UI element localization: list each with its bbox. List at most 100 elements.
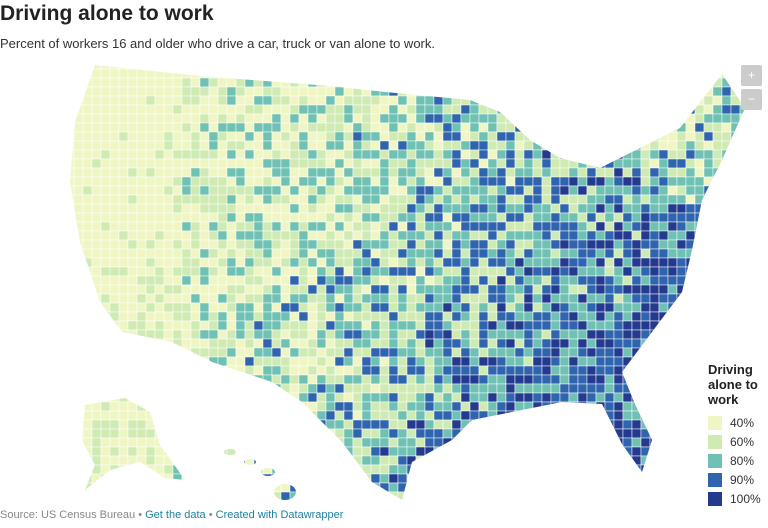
legend-item: 80% (708, 451, 768, 470)
county (190, 464, 201, 475)
county (559, 65, 570, 70)
county (127, 167, 138, 178)
county (433, 230, 444, 241)
county (478, 68, 489, 79)
county (370, 95, 381, 106)
county (109, 185, 120, 196)
county (658, 266, 669, 277)
county (676, 275, 687, 286)
county (298, 482, 309, 493)
county (307, 113, 318, 124)
county (460, 383, 471, 394)
county (478, 491, 489, 500)
county (451, 428, 462, 439)
county (667, 77, 678, 88)
county (100, 194, 111, 205)
county (370, 365, 381, 376)
county (622, 491, 633, 500)
county (514, 248, 525, 259)
county (298, 68, 309, 79)
county (640, 374, 651, 385)
county (487, 257, 498, 268)
county (406, 122, 417, 133)
data-link[interactable]: Get the data (145, 509, 206, 521)
county (631, 284, 642, 295)
county (190, 86, 201, 97)
county (613, 185, 624, 196)
county (181, 347, 192, 358)
county (127, 401, 138, 412)
county (172, 212, 183, 223)
county (118, 383, 129, 394)
county (118, 374, 129, 385)
county (118, 65, 129, 70)
county (334, 455, 345, 466)
county (586, 275, 597, 286)
county (532, 302, 543, 313)
county (676, 338, 687, 349)
county (568, 158, 579, 169)
county (298, 419, 309, 430)
county (172, 194, 183, 205)
county (667, 446, 678, 457)
county (217, 248, 228, 259)
county (460, 473, 471, 484)
county (595, 392, 606, 403)
county (334, 95, 345, 106)
county (586, 401, 597, 412)
county (721, 131, 732, 142)
county (181, 122, 192, 133)
zoom-out-button[interactable]: − (741, 89, 762, 110)
county (82, 230, 93, 241)
county (352, 221, 363, 232)
county (379, 311, 390, 322)
county (685, 437, 696, 448)
county (100, 383, 111, 394)
county (181, 365, 192, 376)
county (613, 446, 624, 457)
county (136, 437, 147, 448)
county (406, 410, 417, 421)
county (460, 248, 471, 259)
county (316, 149, 327, 160)
county (487, 383, 498, 394)
county (154, 212, 165, 223)
county (497, 501, 506, 510)
county (433, 410, 444, 421)
county (442, 455, 453, 466)
county (271, 284, 282, 295)
county (208, 455, 219, 466)
county (424, 293, 435, 304)
county (460, 320, 471, 331)
county (514, 338, 525, 349)
county (514, 104, 525, 115)
county (109, 167, 120, 178)
county (181, 491, 192, 500)
county (640, 410, 651, 421)
county (415, 122, 426, 133)
county (613, 365, 624, 376)
county (487, 464, 498, 475)
county (577, 221, 588, 232)
zoom-in-button[interactable]: + (741, 65, 762, 86)
county (532, 65, 543, 70)
county (460, 428, 471, 439)
county (316, 365, 327, 376)
county (658, 491, 669, 500)
county (451, 158, 462, 169)
county (127, 275, 138, 286)
county (451, 131, 462, 142)
county (316, 320, 327, 331)
county (739, 275, 745, 286)
county (397, 311, 408, 322)
county (559, 194, 570, 205)
county (541, 65, 552, 70)
county (253, 320, 264, 331)
credit-link[interactable]: Created with Datawrapper (215, 509, 344, 521)
county (721, 167, 732, 178)
county (145, 365, 156, 376)
county (640, 77, 651, 88)
county (397, 113, 408, 124)
county (532, 77, 543, 88)
county (541, 239, 552, 250)
